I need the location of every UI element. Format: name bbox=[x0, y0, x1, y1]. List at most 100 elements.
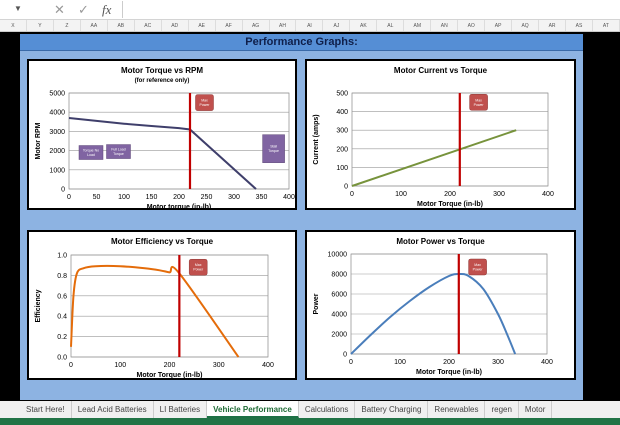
column-header[interactable]: AI bbox=[296, 20, 324, 31]
series-line bbox=[350, 272, 517, 355]
formula-input[interactable] bbox=[122, 1, 620, 18]
column-header[interactable]: AF bbox=[216, 20, 243, 31]
y-tick-label: 1000 bbox=[49, 167, 65, 174]
sheet-tab[interactable]: Lead Acid Batteries bbox=[72, 401, 154, 418]
sheet-tab[interactable]: LI Batteries bbox=[154, 401, 208, 418]
chart-power-vs-torque[interactable]: Motor Power vs Torque 0 2000 4000 6000 8000 10… bbox=[305, 230, 576, 380]
chart-title: Motor Torque vs RPM bbox=[121, 66, 203, 75]
cancel-icon[interactable]: ✕ bbox=[54, 2, 65, 17]
y-tick-label: 0.8 bbox=[57, 273, 67, 280]
y-axis-label: Current (amps) bbox=[313, 114, 320, 164]
sheet-tab[interactable]: Motor bbox=[519, 401, 553, 418]
annotation-box bbox=[468, 258, 487, 276]
annotation-text: Max Power bbox=[193, 263, 204, 272]
annotation-box bbox=[188, 258, 208, 276]
column-header[interactable]: AS bbox=[566, 20, 593, 31]
annotation-box bbox=[262, 134, 285, 163]
y-tick-label: 4000 bbox=[331, 312, 347, 319]
x-tick-label: 300 bbox=[493, 191, 505, 198]
name-box-dropdown-icon[interactable]: ▼ bbox=[14, 4, 22, 13]
chart-current-vs-torque[interactable]: Motor Current vs Torque 0 100 200 300 400 500 0… bbox=[305, 59, 576, 210]
column-header[interactable]: AT bbox=[593, 20, 620, 31]
chart-title: Motor Power vs Torque bbox=[396, 237, 485, 246]
status-bar bbox=[0, 418, 620, 425]
annotation-box bbox=[469, 94, 488, 111]
plot-area bbox=[350, 253, 548, 355]
x-tick-label: 0 bbox=[349, 359, 353, 366]
sheet-tab[interactable]: Battery Charging bbox=[355, 401, 429, 418]
plot-area bbox=[70, 254, 269, 358]
x-tick-label: 0 bbox=[350, 191, 354, 198]
check-icon[interactable]: ✓ bbox=[78, 2, 89, 17]
column-header[interactable]: Y bbox=[27, 20, 54, 31]
x-tick-label: 400 bbox=[262, 362, 274, 369]
column-header[interactable]: AM bbox=[404, 20, 432, 31]
column-header[interactable]: X bbox=[0, 20, 27, 31]
column-header[interactable]: AR bbox=[539, 20, 567, 31]
y-tick-label: 500 bbox=[336, 91, 348, 98]
y-tick-label: 0 bbox=[343, 352, 347, 359]
column-header[interactable]: AD bbox=[162, 20, 189, 31]
y-tick-label: 5000 bbox=[49, 91, 65, 98]
y-axis-label: Efficiency bbox=[35, 289, 42, 322]
chart-title: Motor Current vs Torque bbox=[394, 66, 488, 75]
column-header[interactable]: AC bbox=[135, 20, 162, 31]
annotation-text: Stall Torque bbox=[268, 145, 279, 154]
x-tick-label: 350 bbox=[256, 194, 268, 201]
chart-svg: Motor Power vs Torque0200040006000800010… bbox=[313, 237, 553, 376]
fx-icon[interactable]: fx bbox=[102, 2, 112, 17]
column-header[interactable]: AB bbox=[108, 20, 135, 31]
x-tick-label: 200 bbox=[164, 362, 176, 369]
x-axis-label: Motor Torque (in-lb) bbox=[417, 201, 483, 208]
sheet-tab[interactable]: Calculations bbox=[299, 401, 356, 418]
column-header[interactable]: AH bbox=[270, 20, 297, 31]
panel-title: Performance Graphs: bbox=[20, 34, 583, 51]
x-tick-label: 250 bbox=[201, 194, 213, 201]
sheet-tab[interactable]: Start Here! bbox=[20, 401, 72, 418]
column-header[interactable]: AJ bbox=[323, 20, 351, 31]
chart-svg: Motor Efficiency vs Torque 0.0 0.2 0.4 0.6 0.… bbox=[35, 237, 274, 378]
sheet-tab[interactable]: Vehicle Performance bbox=[207, 401, 299, 418]
column-header[interactable]: AA bbox=[81, 20, 108, 31]
sheet-tab[interactable]: regen bbox=[485, 401, 519, 418]
chart-torque-vs-rpm[interactable]: Motor Torque vs RPM (for reference only) 0… bbox=[27, 59, 297, 210]
x-axis-label: Motor Torque (in-lb) bbox=[416, 369, 482, 376]
chart-efficiency-vs-torque[interactable]: Motor Efficiency vs Torque 0.0 0.2 0.4 0.6 0.… bbox=[27, 230, 297, 380]
y-tick-label: 0.0 bbox=[57, 355, 67, 362]
chart-svg: Motor Current vs Torque 0 100 200 300 400 500 0… bbox=[313, 66, 554, 208]
y-tick-label: 0 bbox=[344, 184, 348, 191]
y-tick-label: 0.4 bbox=[57, 314, 67, 321]
x-tick-label: 400 bbox=[541, 359, 553, 366]
column-headers: X Y Z AA AB AC AD AE AF AG AH AI AJ AK AL AM AN AO AP AQ AR A… bbox=[0, 20, 620, 32]
column-header[interactable]: AP bbox=[485, 20, 513, 31]
y-tick-label: 2000 bbox=[49, 148, 65, 155]
y-tick-label: 1.0 bbox=[57, 253, 67, 260]
column-header[interactable]: AQ bbox=[512, 20, 540, 31]
column-header[interactable]: AL bbox=[377, 20, 405, 31]
x-tick-label: 0 bbox=[69, 362, 73, 369]
x-tick-label: 200 bbox=[443, 359, 455, 366]
sheet-tab[interactable]: Renewables bbox=[428, 401, 486, 418]
chart-subtitle: (for reference only) bbox=[135, 78, 190, 84]
annotation-box bbox=[78, 145, 104, 160]
y-tick-label: 300 bbox=[336, 128, 348, 135]
x-axis-label: Motor torque (in-lb) bbox=[147, 204, 212, 208]
column-header[interactable]: AE bbox=[189, 20, 216, 31]
column-header[interactable]: AK bbox=[350, 20, 378, 31]
series-line bbox=[351, 129, 517, 187]
annotation-text: Torque No Load bbox=[83, 149, 99, 158]
x-tick-label: 100 bbox=[118, 194, 130, 201]
plot-area bbox=[351, 92, 549, 187]
x-tick-label: 100 bbox=[394, 359, 406, 366]
annotation-text: Max Power bbox=[473, 263, 484, 272]
x-axis-label: Motor Torque (in-lb) bbox=[137, 372, 203, 378]
x-tick-label: 300 bbox=[492, 359, 504, 366]
column-header[interactable]: AO bbox=[458, 20, 486, 31]
column-header[interactable]: AG bbox=[243, 20, 270, 31]
annotation-box bbox=[195, 94, 214, 111]
column-header[interactable]: Z bbox=[54, 20, 81, 31]
x-tick-label: 100 bbox=[395, 191, 407, 198]
column-header[interactable]: AN bbox=[431, 20, 459, 31]
x-tick-label: 100 bbox=[114, 362, 126, 369]
y-tick-label: 0 bbox=[61, 187, 65, 194]
